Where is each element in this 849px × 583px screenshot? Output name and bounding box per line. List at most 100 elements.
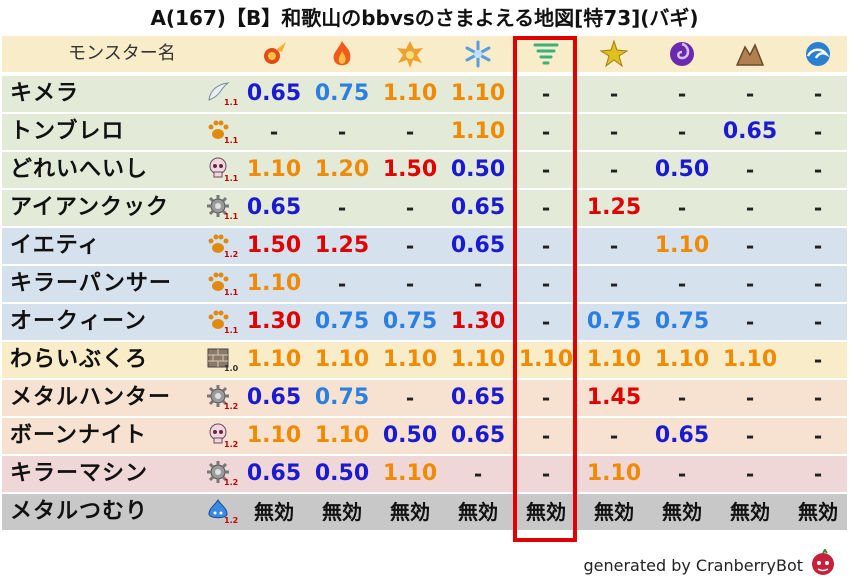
monster-name: ボーンナイト	[10, 423, 147, 448]
monster-name-cell: メタルつむり 1.2	[2, 494, 242, 530]
type-level-label: 1.1	[224, 174, 239, 183]
resistance-value: 無効	[254, 500, 294, 524]
resistance-value: -	[405, 120, 415, 144]
resistance-value: -	[813, 196, 823, 220]
resistance-value: 無効	[526, 500, 566, 524]
resistance-value: 無効	[390, 500, 430, 524]
resistance-value: -	[813, 386, 823, 410]
monster-name: アイアンクック	[10, 195, 170, 220]
monster-name: メタルハンター	[10, 385, 172, 410]
monster-name: キメラ	[10, 81, 80, 106]
monster-name-cell: どれいへいし 1.1	[2, 152, 242, 188]
resistance-value: 0.65	[450, 385, 506, 410]
gear-icon	[206, 384, 230, 408]
monster-name: オークィーン	[10, 309, 147, 334]
resistance-value: 0.75	[314, 309, 370, 334]
resistance-value: 0.75	[586, 309, 642, 334]
monster-name-cell: キラーマシン 1.2	[2, 456, 242, 492]
resistance-value: -	[677, 120, 687, 144]
monster-name-cell: オークィーン 1.1	[2, 304, 242, 340]
resistance-value: 無効	[594, 500, 634, 524]
resistance-value: 無効	[458, 500, 498, 524]
resistance-value: 1.10	[246, 157, 302, 182]
type-level-label: 1.2	[224, 516, 239, 525]
table-row: アイアンクック 1.1 0.65 - - 0.65 - 1.25 - - -	[2, 190, 847, 226]
resistance-value: -	[337, 272, 347, 296]
lightning-icon	[580, 38, 648, 70]
gear-icon	[206, 460, 230, 484]
table-row: キラーパンサー 1.1 1.10 - - - - - - - -	[2, 266, 847, 302]
type-level-label: 1.1	[224, 98, 239, 107]
resistance-value: -	[745, 234, 755, 258]
resistance-value: 0.75	[314, 81, 370, 106]
resistance-value: 0.65	[450, 195, 506, 220]
resistance-value: -	[337, 196, 347, 220]
monster-name-cell: ボーンナイト 1.2	[2, 418, 242, 454]
resistance-value: 1.50	[246, 233, 302, 258]
table-row: わらいぶくろ 1.0 1.10 1.10 1.10 1.10 1.10 1.10 1.10 1.1…	[2, 342, 847, 378]
wing-icon	[206, 80, 230, 104]
type-level-label: 1.0	[224, 364, 239, 373]
resistance-value: -	[541, 120, 551, 144]
monster-name: トンブレロ	[10, 119, 125, 144]
table-row: メタルハンター 1.2 0.65 0.75 - 0.65 - 1.45 - - -	[2, 380, 847, 416]
resistance-value: 無効	[798, 500, 838, 524]
resistance-value: 1.10	[450, 119, 506, 144]
resistance-value: -	[677, 272, 687, 296]
resistance-value: -	[745, 424, 755, 448]
footer-credit: generated by CranberryBot	[583, 556, 803, 575]
resistance-value: 1.10	[518, 347, 574, 372]
paw-icon	[206, 232, 230, 256]
table-row: オークィーン 1.1 1.30 0.75 0.75 1.30 - 0.75 0.75 - -	[2, 304, 847, 340]
resistance-value: -	[337, 120, 347, 144]
paw-icon	[206, 270, 230, 294]
resistance-value: 1.30	[246, 309, 302, 334]
resistance-value: -	[541, 272, 551, 296]
resistance-value: 0.65	[246, 385, 302, 410]
resistance-value: -	[813, 120, 823, 144]
resistance-value: 0.75	[654, 309, 710, 334]
explosion-icon	[376, 38, 444, 70]
resistance-value: 1.10	[382, 347, 438, 372]
monster-name-cell: アイアンクック 1.1	[2, 190, 242, 226]
skull-icon	[206, 156, 230, 180]
monster-name: メタルつむり	[10, 499, 149, 524]
resistance-value: -	[745, 82, 755, 106]
resistance-value: -	[473, 462, 483, 486]
resistance-value: 1.10	[246, 271, 302, 296]
resistance-value: 1.10	[246, 347, 302, 372]
resistance-value: 1.10	[382, 461, 438, 486]
type-level-label: 1.2	[224, 478, 239, 487]
type-level-label: 1.1	[224, 136, 239, 145]
resistance-value: -	[745, 310, 755, 334]
type-level-label: 1.1	[224, 326, 239, 335]
brick-icon	[206, 346, 230, 370]
resistance-value: 0.50	[450, 157, 506, 182]
resistance-value: -	[813, 348, 823, 372]
resistance-value: -	[609, 424, 619, 448]
resistance-value: -	[609, 120, 619, 144]
type-level-label: 1.2	[224, 402, 239, 411]
resistance-value: 無効	[662, 500, 702, 524]
resistance-value: 1.10	[382, 81, 438, 106]
paw-icon	[206, 308, 230, 332]
resistance-value: -	[541, 82, 551, 106]
resistance-value: 1.25	[586, 195, 642, 220]
type-level-label: 1.2	[224, 440, 239, 449]
resistance-value: -	[745, 272, 755, 296]
water-wave-icon	[784, 38, 849, 70]
resistance-value: -	[677, 196, 687, 220]
resistance-value: 無効	[322, 500, 362, 524]
resistance-value: 1.30	[450, 309, 506, 334]
highlighted-column-frame	[513, 36, 577, 542]
resistance-value: -	[677, 462, 687, 486]
resistance-value: 1.10	[450, 81, 506, 106]
resistance-value: 0.65	[654, 423, 710, 448]
table-row: キラーマシン 1.2 0.65 0.50 1.10 - - 1.10 - - -	[2, 456, 847, 492]
resistance-value: 1.10	[314, 347, 370, 372]
resistance-value: 1.10	[450, 347, 506, 372]
table-row: トンブレロ 1.1 - - - 1.10 - - - 0.65 -	[2, 114, 847, 150]
resistance-value: 0.65	[450, 233, 506, 258]
resistance-value: -	[813, 158, 823, 182]
type-level-label: 1.2	[224, 250, 239, 259]
